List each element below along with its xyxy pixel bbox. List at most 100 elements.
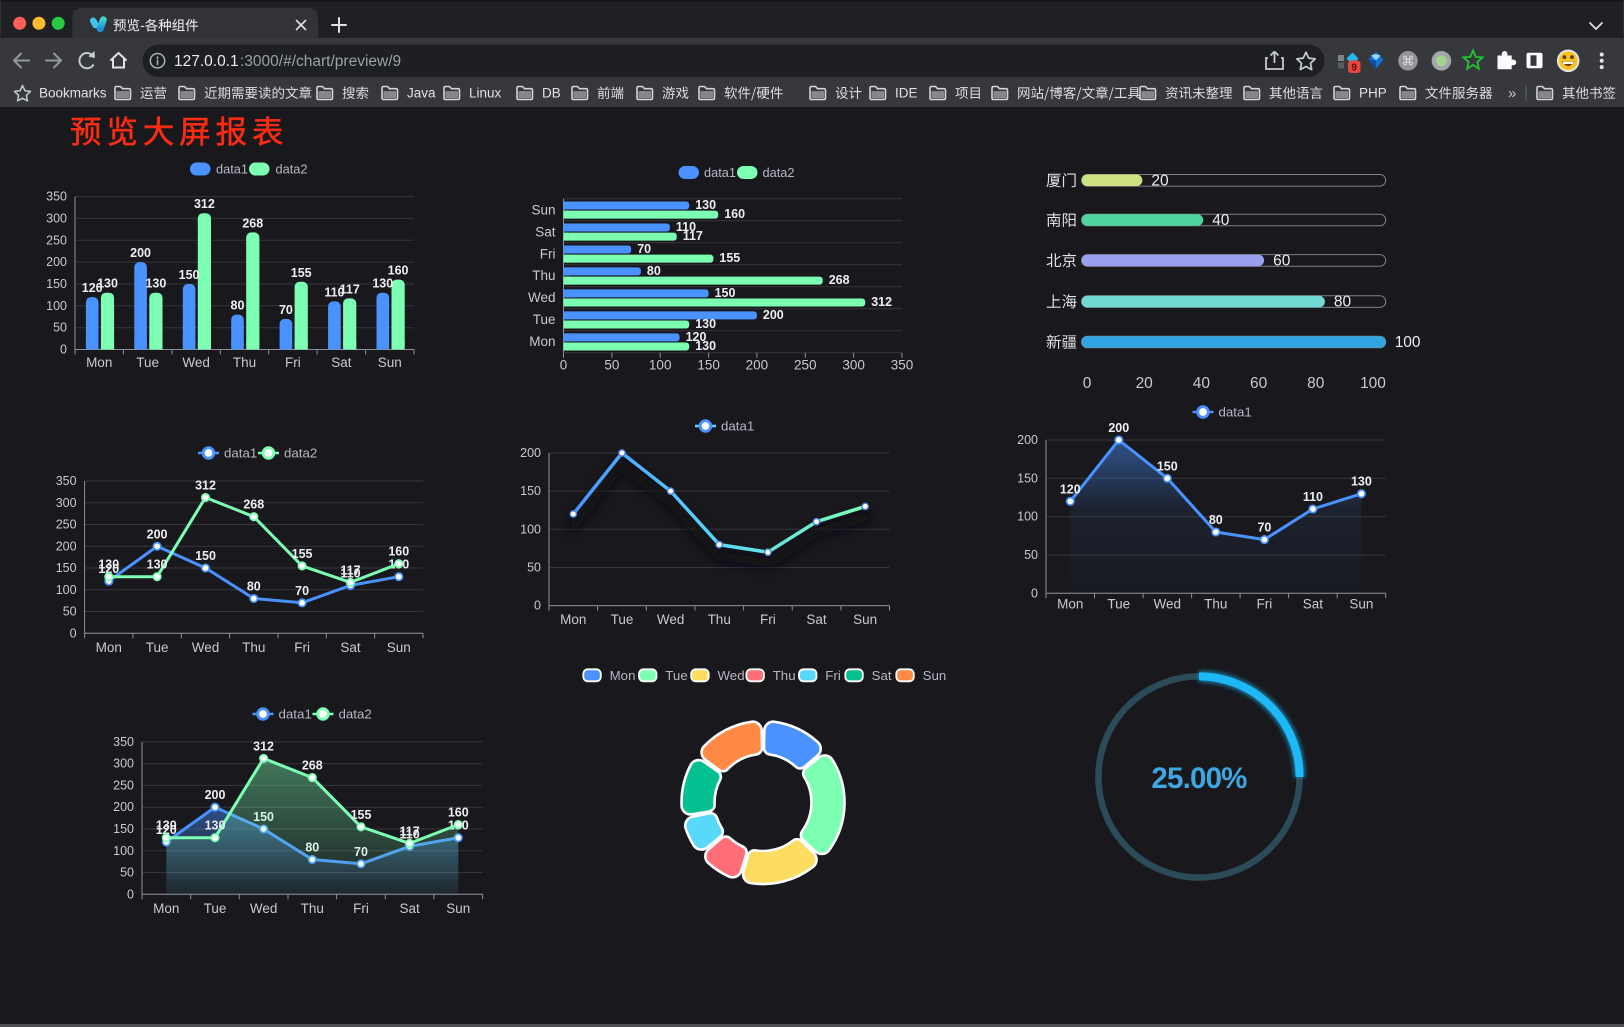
svg-text:50: 50 xyxy=(63,605,77,619)
svg-text:Wed: Wed xyxy=(250,901,278,916)
svg-text:data2: data2 xyxy=(276,162,308,177)
svg-text:Sun: Sun xyxy=(387,640,411,655)
svg-text:Sun: Sun xyxy=(923,668,947,683)
svg-text:117: 117 xyxy=(340,282,360,296)
svg-text:250: 250 xyxy=(56,518,77,532)
svg-text:20: 20 xyxy=(1151,172,1169,189)
svg-text:200: 200 xyxy=(1108,421,1129,435)
svg-text:0: 0 xyxy=(1083,375,1092,392)
svg-text:100: 100 xyxy=(56,583,77,597)
svg-text:150: 150 xyxy=(195,549,216,563)
svg-text:117: 117 xyxy=(400,824,420,838)
svg-text:Java: Java xyxy=(407,86,436,101)
svg-text::3000/#/chart/preview/9: :3000/#/chart/preview/9 xyxy=(240,53,401,70)
svg-text:Sat: Sat xyxy=(331,355,352,370)
svg-text:0: 0 xyxy=(60,343,67,357)
svg-text:200: 200 xyxy=(113,800,134,814)
svg-text:40: 40 xyxy=(1193,375,1211,392)
svg-text:70: 70 xyxy=(295,584,309,598)
svg-text:80: 80 xyxy=(1334,294,1352,311)
svg-text:50: 50 xyxy=(53,321,67,335)
svg-text:Linux: Linux xyxy=(469,86,502,101)
svg-text:268: 268 xyxy=(302,759,323,773)
svg-text:0: 0 xyxy=(534,599,541,613)
svg-text:312: 312 xyxy=(871,295,892,309)
svg-text:100: 100 xyxy=(113,844,134,858)
svg-text:Sun: Sun xyxy=(446,901,470,916)
svg-text:data1: data1 xyxy=(279,707,312,722)
svg-text:Fri: Fri xyxy=(825,668,841,683)
svg-text:0: 0 xyxy=(560,358,568,373)
svg-text:130: 130 xyxy=(97,277,118,291)
svg-text:Tue: Tue xyxy=(1107,597,1130,612)
svg-text:0: 0 xyxy=(70,626,77,640)
svg-text:Sun: Sun xyxy=(378,355,402,370)
svg-text:Thu: Thu xyxy=(773,668,796,683)
svg-text:Sun: Sun xyxy=(853,612,877,627)
svg-text:Mon: Mon xyxy=(560,612,586,627)
svg-text:160: 160 xyxy=(388,545,409,559)
svg-text:160: 160 xyxy=(448,806,469,820)
svg-text:data2: data2 xyxy=(763,165,795,180)
svg-text:80: 80 xyxy=(647,264,661,278)
svg-text:268: 268 xyxy=(829,273,850,287)
svg-text:Tue: Tue xyxy=(204,901,227,916)
svg-text:50: 50 xyxy=(1024,548,1038,562)
svg-text:Thu: Thu xyxy=(233,355,256,370)
svg-text:130: 130 xyxy=(695,317,716,331)
svg-text:data1: data1 xyxy=(216,162,248,177)
svg-text:60: 60 xyxy=(1273,252,1291,269)
svg-text:70: 70 xyxy=(1257,521,1271,535)
svg-text:200: 200 xyxy=(520,446,541,460)
svg-text:Fri: Fri xyxy=(1257,597,1273,612)
svg-text:Mon: Mon xyxy=(529,334,555,349)
svg-text:Tue: Tue xyxy=(146,640,169,655)
svg-text:20: 20 xyxy=(1136,375,1154,392)
svg-text:110: 110 xyxy=(324,285,344,299)
svg-text:200: 200 xyxy=(205,788,226,802)
svg-text:110: 110 xyxy=(340,566,360,580)
svg-text:300: 300 xyxy=(56,496,77,510)
svg-text:150: 150 xyxy=(715,286,736,300)
svg-text:Tue: Tue xyxy=(665,668,687,683)
svg-text:Mon: Mon xyxy=(153,901,179,916)
svg-text:300: 300 xyxy=(842,358,865,373)
svg-text:data1: data1 xyxy=(224,446,257,461)
svg-text:120: 120 xyxy=(1060,482,1081,496)
svg-text:200: 200 xyxy=(56,539,77,553)
svg-text:Sat: Sat xyxy=(872,668,892,683)
svg-text:data1: data1 xyxy=(1219,405,1252,420)
svg-text:data2: data2 xyxy=(339,707,372,722)
svg-text:120: 120 xyxy=(156,823,177,837)
svg-text:Thu: Thu xyxy=(708,612,731,627)
svg-text:Fri: Fri xyxy=(760,612,776,627)
svg-text:200: 200 xyxy=(130,246,151,260)
svg-text:Sat: Sat xyxy=(399,901,420,916)
svg-text:120: 120 xyxy=(98,562,119,576)
svg-text:110: 110 xyxy=(1303,490,1323,504)
svg-text:350: 350 xyxy=(113,735,134,749)
svg-text:110: 110 xyxy=(676,220,696,234)
svg-text:Thu: Thu xyxy=(301,901,324,916)
svg-text:130: 130 xyxy=(695,339,716,353)
svg-text:Thu: Thu xyxy=(532,268,555,283)
svg-text:100: 100 xyxy=(1395,334,1421,351)
svg-text:PHP: PHP xyxy=(1359,86,1387,101)
svg-text:50: 50 xyxy=(527,561,541,575)
svg-text:312: 312 xyxy=(253,739,274,753)
svg-text:Tue: Tue xyxy=(136,355,159,370)
svg-text:155: 155 xyxy=(351,808,372,822)
svg-text:Tue: Tue xyxy=(533,312,556,327)
svg-text:312: 312 xyxy=(194,197,215,211)
svg-text:130: 130 xyxy=(1351,475,1372,489)
svg-text:Fri: Fri xyxy=(294,640,310,655)
svg-text:117: 117 xyxy=(340,563,360,577)
svg-text:150: 150 xyxy=(179,268,200,282)
svg-text:300: 300 xyxy=(46,211,67,225)
svg-text:50: 50 xyxy=(604,358,619,373)
svg-text:200: 200 xyxy=(147,527,168,541)
svg-text:IDE: IDE xyxy=(895,86,918,101)
svg-text:110: 110 xyxy=(400,827,420,841)
svg-text:130: 130 xyxy=(145,277,166,291)
svg-text:Fri: Fri xyxy=(353,901,369,916)
